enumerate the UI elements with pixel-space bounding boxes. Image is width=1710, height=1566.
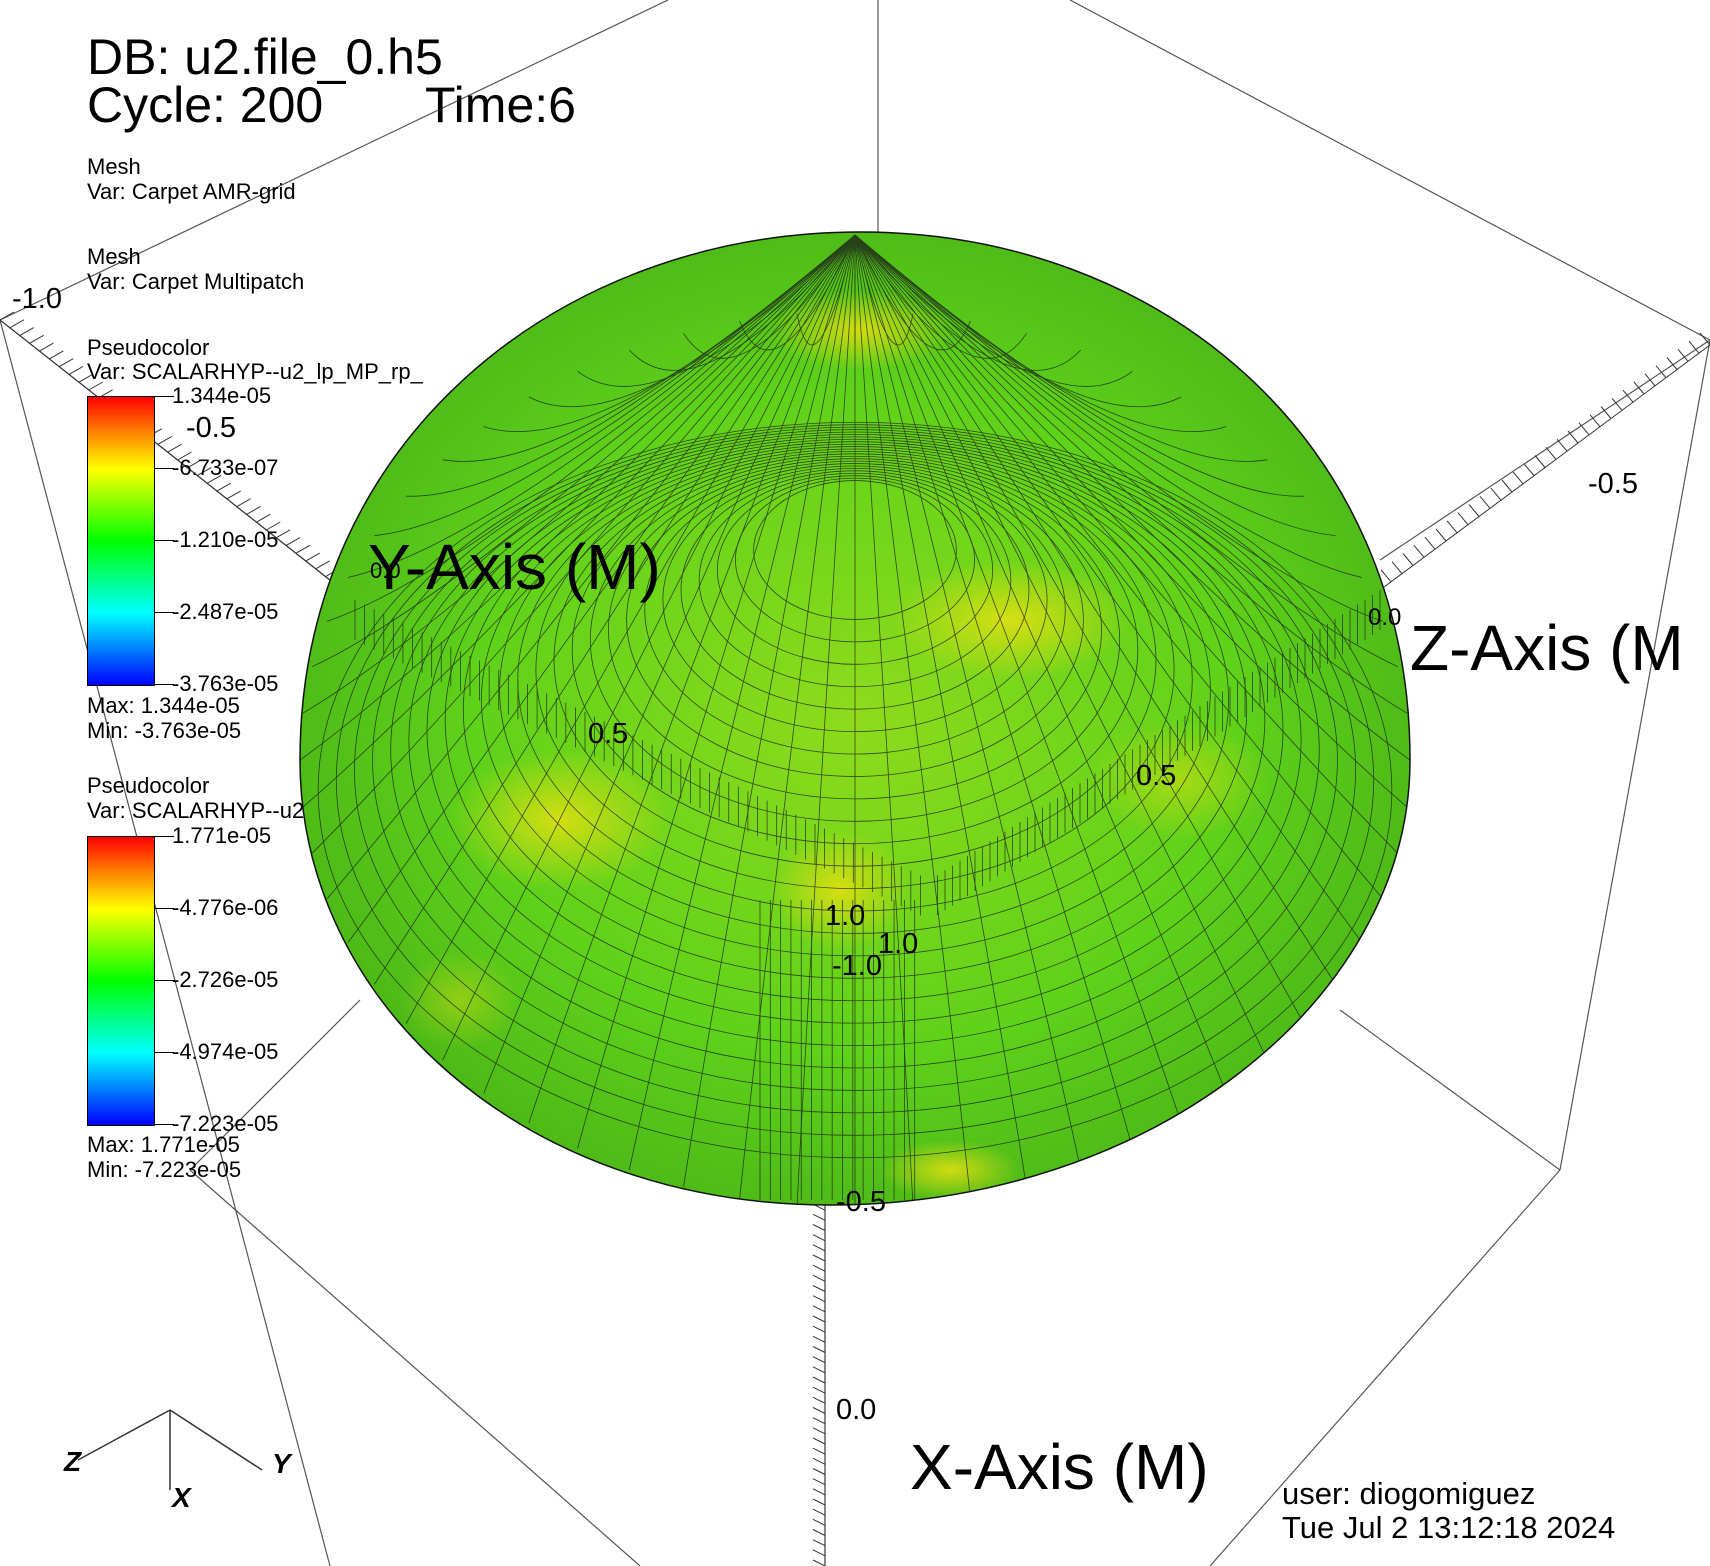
colorbar-tick-label: -3.763e-05 bbox=[172, 671, 279, 696]
z-tick-minus-05: -0.5 bbox=[1588, 468, 1638, 500]
y-tick-05: 0.5 bbox=[588, 718, 629, 750]
mesh1-type: Mesh bbox=[87, 154, 141, 179]
pseudo1-var: Var: SCALARHYP--u2_lp_MP_rp_ bbox=[87, 359, 423, 384]
x-axis-title: X-Axis (M) bbox=[910, 1431, 1209, 1503]
colorbar-tick bbox=[154, 612, 174, 613]
z-axis-title: Z-Axis (M bbox=[1410, 612, 1684, 684]
colorbar-tick bbox=[154, 396, 174, 397]
colorbar-tick bbox=[154, 1124, 174, 1125]
mesh2-type: Mesh bbox=[87, 244, 141, 269]
y-tick-0: 0.0 bbox=[370, 558, 401, 583]
pseudo1-type: Pseudocolor bbox=[87, 335, 210, 360]
pseudo2-max: Max: 1.771e-05 bbox=[87, 1132, 240, 1157]
colorbar-tick-label: -6.733e-07 bbox=[172, 455, 279, 480]
x-tick-minus-05: -0.5 bbox=[836, 1186, 886, 1218]
y-tick-10: 1.0 bbox=[825, 900, 866, 932]
pseudo1-colorbar bbox=[87, 396, 155, 686]
colorbar-tick bbox=[154, 684, 174, 685]
colorbar-tick bbox=[154, 540, 174, 541]
colorbar-tick-label: -4.974e-05 bbox=[172, 1039, 279, 1064]
y-tick-minus-1: -1.0 bbox=[12, 283, 62, 315]
colorbar-tick bbox=[154, 468, 174, 469]
z-tick-05: 0.5 bbox=[1136, 760, 1177, 792]
colorbar-tick-label: 1.771e-05 bbox=[172, 823, 272, 848]
mesh1-var: Var: Carpet AMR-grid bbox=[87, 179, 296, 204]
triad-z-label: Z bbox=[64, 1446, 82, 1477]
z-tick-10: 1.0 bbox=[878, 928, 919, 960]
triad-y-label: Y bbox=[272, 1448, 291, 1479]
colorbar-tick-label: -7.223e-05 bbox=[172, 1111, 279, 1136]
colorbar-tick bbox=[154, 908, 174, 909]
x-tick-0: 0.0 bbox=[836, 1394, 877, 1426]
date-label: Tue Jul 2 13:12:18 2024 bbox=[1282, 1510, 1616, 1545]
y-axis-title: Y-Axis (M) bbox=[368, 531, 661, 603]
z-axis-ticks bbox=[1369, 332, 1710, 591]
pseudo1-min: Min: -3.763e-05 bbox=[87, 718, 242, 743]
cycle-label: Cycle: 200 bbox=[87, 77, 324, 133]
z-tick-0: 0.0 bbox=[1368, 604, 1402, 631]
pseudo1-max: Max: 1.344e-05 bbox=[87, 693, 240, 718]
colorbar-tick-label: -2.726e-05 bbox=[172, 967, 279, 992]
colorbar-tick-label: -1.210e-05 bbox=[172, 527, 279, 552]
time-label: Time:6 bbox=[425, 77, 576, 133]
mesh2-var: Var: Carpet Multipatch bbox=[87, 269, 305, 294]
pseudo2-min: Min: -7.223e-05 bbox=[87, 1157, 242, 1182]
x-axis-ticks bbox=[812, 1193, 826, 1566]
pseudo2-type: Pseudocolor bbox=[87, 773, 210, 798]
pseudo2-var: Var: SCALARHYP--u2 bbox=[87, 798, 305, 823]
db-title: DB: u2.file_0.h5 bbox=[87, 29, 443, 85]
colorbar-tick-label: -4.776e-06 bbox=[172, 895, 279, 920]
colorbar-tick-label: 1.344e-05 bbox=[172, 383, 272, 408]
triad-x-label: X bbox=[172, 1482, 191, 1513]
colorbar-tick bbox=[154, 980, 174, 981]
pseudo2-colorbar bbox=[87, 836, 155, 1126]
orientation-triad bbox=[77, 1409, 263, 1490]
y-tick-minus-05: -0.5 bbox=[186, 412, 236, 444]
hemisphere-surface bbox=[299, 231, 1411, 1206]
colorbar-tick bbox=[154, 1052, 174, 1053]
colorbar-tick-label: -2.487e-05 bbox=[172, 599, 279, 624]
x-tick-minus-10: -1.0 bbox=[832, 950, 882, 982]
colorbar-tick bbox=[154, 836, 174, 837]
user-label: user: diogomiguez bbox=[1282, 1476, 1536, 1511]
